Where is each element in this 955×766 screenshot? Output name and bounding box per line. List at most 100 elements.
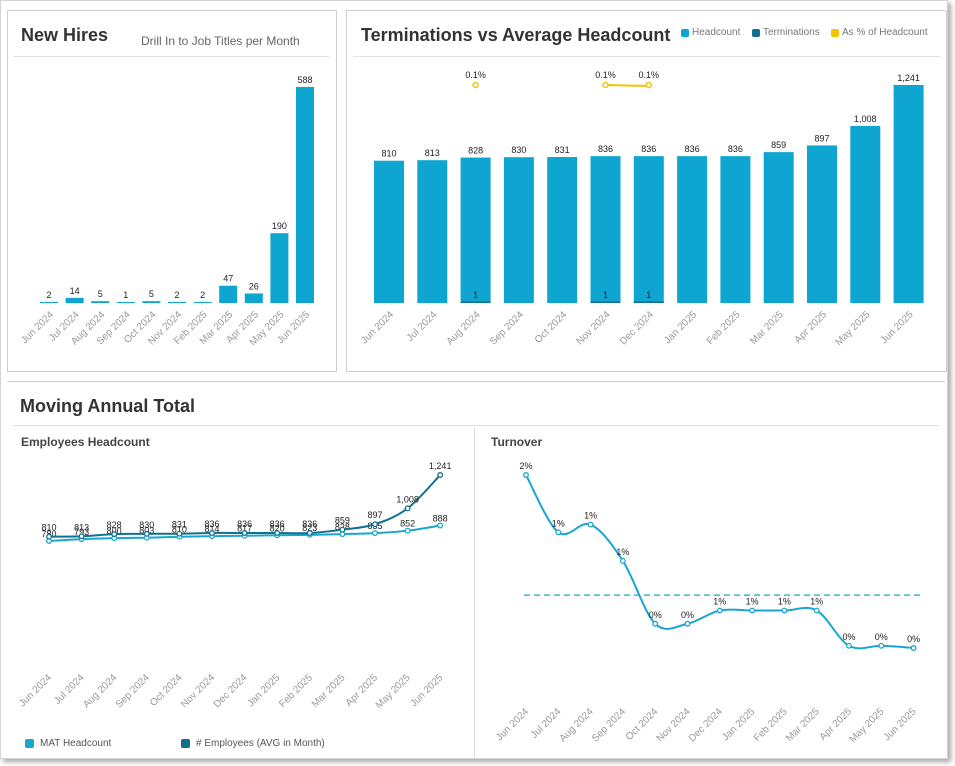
turnover-value-label: 0% bbox=[649, 610, 662, 620]
terminations-swatch bbox=[752, 28, 760, 37]
turnover-point bbox=[846, 642, 852, 649]
turnover-value-label: 1% bbox=[713, 597, 726, 607]
new-hires-bar bbox=[40, 302, 58, 303]
turnover-point bbox=[652, 620, 659, 627]
legend-percent[interactable]: As % of Headcount bbox=[831, 27, 928, 38]
employees-tick-label: May 2025 bbox=[374, 672, 413, 711]
terminations-tick-label: Jun 2024 bbox=[359, 309, 396, 346]
new-hires-panel: New Hires Drill In to Job Titles per Mon… bbox=[7, 10, 337, 372]
terminations-tick-label: May 2025 bbox=[834, 309, 873, 348]
employees-tick-label: Nov 2024 bbox=[179, 672, 217, 710]
percent-series-line bbox=[605, 84, 649, 87]
mat-column-divider bbox=[474, 428, 475, 758]
turnover-tick-label: Sep 2024 bbox=[590, 706, 628, 744]
turnover-value-label: 0% bbox=[875, 632, 888, 642]
line-value-label: 888 bbox=[433, 514, 448, 524]
new-hires-value-label: 14 bbox=[70, 286, 80, 296]
terminations-tick-label: Jul 2024 bbox=[405, 309, 440, 344]
turnover-tick-label: Nov 2024 bbox=[655, 706, 693, 744]
employees-headcount-title: Employees Headcount bbox=[21, 435, 150, 449]
line-point bbox=[176, 530, 183, 537]
terminations-bar bbox=[633, 301, 664, 303]
terminations-tick-label: Nov 2024 bbox=[575, 309, 613, 347]
percent-swatch bbox=[831, 28, 839, 37]
new-hires-title: New Hires bbox=[21, 25, 109, 45]
turnover-point bbox=[749, 607, 756, 614]
new-hires-value-label: 588 bbox=[297, 75, 312, 85]
line-value-label: 830 bbox=[139, 520, 154, 530]
new-hires-bar bbox=[244, 293, 263, 303]
new-hires-value-label: 47 bbox=[223, 274, 233, 284]
turnover-value-label: 1% bbox=[616, 547, 629, 557]
turnover-value-label: 1% bbox=[810, 597, 823, 607]
headcount-bar bbox=[417, 160, 448, 303]
turnover-tick-label: Mar 2025 bbox=[784, 706, 822, 744]
line-value-label: 836 bbox=[237, 519, 252, 529]
new-hires-bar bbox=[168, 302, 186, 303]
line-value-label: 1,241 bbox=[429, 461, 452, 471]
headcount-value-label: 813 bbox=[425, 148, 440, 158]
legend-mat-headcount[interactable]: MAT Headcount bbox=[25, 738, 111, 749]
headcount-value-label: 859 bbox=[771, 140, 786, 150]
headcount-bar bbox=[633, 156, 664, 303]
terminations-tick-label: Feb 2025 bbox=[705, 309, 743, 347]
headcount-value-label: 810 bbox=[381, 149, 396, 159]
line-value-label: 852 bbox=[400, 519, 415, 529]
new-hires-bar bbox=[142, 301, 161, 303]
legend-avg-employees[interactable]: # Employees (AVG in Month) bbox=[181, 738, 325, 749]
headcount-bar bbox=[460, 157, 491, 303]
line-point bbox=[437, 522, 444, 529]
turnover-point bbox=[878, 642, 885, 649]
mat-title: Moving Annual Total bbox=[20, 396, 195, 416]
mat-divider bbox=[13, 425, 939, 426]
percent-value-label: 0.1% bbox=[595, 70, 616, 80]
new-hires-bar bbox=[116, 302, 135, 303]
terminations-panel: Terminations vs Average Headcount Headco… bbox=[346, 10, 947, 372]
mat-section: Moving Annual Total Employees Headcount … bbox=[7, 381, 945, 758]
new-hires-bar bbox=[296, 87, 314, 303]
legend-headcount[interactable]: Headcount bbox=[681, 27, 740, 38]
turnover-point bbox=[781, 607, 788, 614]
line-value-label: 823 bbox=[302, 523, 317, 533]
turnover-tick-label: May 2025 bbox=[848, 706, 887, 745]
line-point bbox=[372, 521, 378, 528]
turnover-point bbox=[910, 645, 917, 651]
line-value-label: 817 bbox=[237, 524, 252, 534]
line-point bbox=[111, 531, 118, 538]
employees-tick-label: Jun 2025 bbox=[408, 672, 445, 709]
employees-tick-label: Sep 2024 bbox=[114, 672, 152, 710]
percent-value-label: 0.1% bbox=[639, 70, 660, 80]
turnover-value-label: 1% bbox=[552, 518, 565, 528]
line-point bbox=[404, 527, 411, 534]
turnover-point bbox=[716, 607, 723, 614]
line-value-label: 800 bbox=[107, 526, 122, 536]
line-point bbox=[209, 530, 215, 536]
mat-headcount-swatch bbox=[25, 739, 34, 748]
legend-terminations[interactable]: Terminations bbox=[752, 27, 820, 38]
percent-point bbox=[645, 81, 653, 89]
employees-tick-label: Mar 2025 bbox=[310, 672, 348, 710]
drill-in-link[interactable]: Drill In to Job Titles per Month bbox=[141, 34, 300, 48]
headcount-value-label: 1,008 bbox=[854, 114, 877, 124]
percent-value-label: 0.1% bbox=[465, 70, 486, 80]
turnover-value-label: 1% bbox=[778, 597, 791, 607]
employees-headcount-chart: 7807938008038108148178208238288358528888… bbox=[17, 461, 452, 711]
line-point bbox=[241, 530, 248, 536]
turnover-value-label: 1% bbox=[746, 597, 759, 607]
terminations-bar bbox=[460, 301, 491, 303]
turnover-point bbox=[523, 472, 529, 478]
headcount-bar bbox=[677, 156, 708, 303]
line-point bbox=[274, 530, 281, 536]
line-value-label: 831 bbox=[172, 520, 187, 530]
legend-mat-headcount-label: MAT Headcount bbox=[40, 738, 112, 749]
employees-tick-label: Aug 2024 bbox=[81, 672, 119, 710]
line-value-label: 793 bbox=[74, 527, 89, 537]
new-hires-bar bbox=[91, 301, 110, 303]
headcount-bar bbox=[763, 152, 794, 303]
turnover-point bbox=[684, 620, 691, 627]
new-hires-value-label: 2 bbox=[46, 290, 51, 300]
line-value-label: 803 bbox=[139, 526, 154, 536]
line-value-label: 1,008 bbox=[396, 494, 419, 504]
terminations-tick-label: Aug 2024 bbox=[445, 309, 483, 347]
